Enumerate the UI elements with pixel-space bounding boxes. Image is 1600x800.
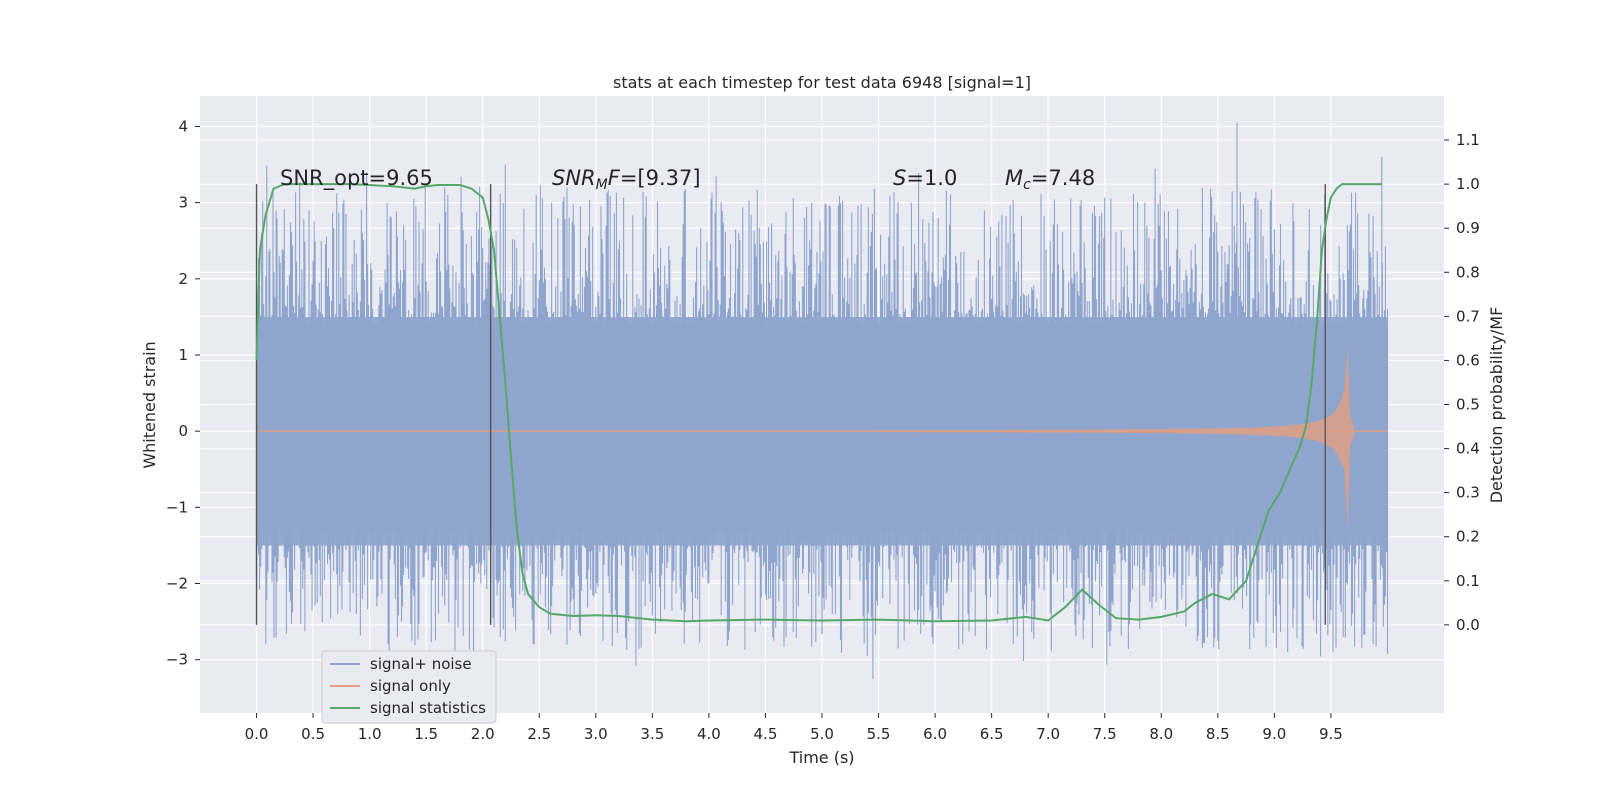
statistics-line xyxy=(255,183,1382,623)
y2-tick-label: 0.2 xyxy=(1456,528,1480,546)
x-tick-label: 5.0 xyxy=(810,725,834,743)
legend-label-signal-plus-noise: signal+ noise xyxy=(370,655,472,673)
annotation-s-value: =1.0 xyxy=(906,166,957,190)
y2-axis-label: Detection probability/MF xyxy=(1487,307,1506,504)
chart-title: stats at each timestep for test data 694… xyxy=(613,73,1031,92)
series-signal-only xyxy=(256,347,1388,531)
x-tick-label: 0.0 xyxy=(245,725,269,743)
x-tick-label: 2.5 xyxy=(527,725,551,743)
x-tick-label: 8.0 xyxy=(1149,725,1173,743)
y2-tick-label: 1.0 xyxy=(1456,175,1480,193)
series-signal-statistics xyxy=(255,183,1382,623)
annotation-snr-mf-tail: F xyxy=(608,166,621,190)
annotation-mc-sub: c xyxy=(1023,177,1031,193)
x-tick-label: 4.5 xyxy=(754,725,778,743)
x-tick-label: 8.5 xyxy=(1206,725,1230,743)
x-tick-label: 3.0 xyxy=(584,725,608,743)
x-tick-label: 7.0 xyxy=(1036,725,1060,743)
y-tick-label: −2 xyxy=(166,575,188,593)
y2-tick-label: 0.4 xyxy=(1456,440,1480,458)
y2-tick-label: 0.0 xyxy=(1456,616,1480,634)
y2-tick-label: 0.8 xyxy=(1456,263,1480,281)
x-tick-label: 4.0 xyxy=(697,725,721,743)
x-tick-label: 0.5 xyxy=(301,725,325,743)
y2-tick-label: 0.1 xyxy=(1456,572,1480,590)
annotation-snr-mf: SNRMF=[9.37] xyxy=(552,166,701,193)
annotations: SNR_opt=9.65 SNRMF=[9.37] S=1.0 Mc=7.48 xyxy=(280,166,1095,193)
annotation-snr-mf-base: SNR xyxy=(552,166,596,190)
legend-label-signal-statistics: signal statistics xyxy=(370,699,486,717)
x-tick-label: 1.5 xyxy=(414,725,438,743)
x-tick-label: 1.0 xyxy=(358,725,382,743)
x-tick-label: 5.5 xyxy=(867,725,891,743)
annotation-mc-value: =7.48 xyxy=(1031,166,1095,190)
vertical-markers xyxy=(255,184,1326,625)
annotation-s: S=1.0 xyxy=(893,166,957,190)
annotation-snr-mf-value: =[9.37] xyxy=(620,166,701,190)
x-tick-label: 9.5 xyxy=(1319,725,1343,743)
annotation-mc: Mc=7.48 xyxy=(1005,166,1095,193)
legend: signal+ noise signal only signal statist… xyxy=(321,650,497,724)
y-tick-label: 1 xyxy=(178,346,188,364)
x-tick-label: 7.5 xyxy=(1093,725,1117,743)
legend-box xyxy=(321,650,497,724)
y2-tick-label: 0.5 xyxy=(1456,396,1480,414)
y2-tick-label: 0.3 xyxy=(1456,484,1480,502)
annotation-mc-symbol: M xyxy=(1005,166,1023,190)
annotation-snr-mf-sub: M xyxy=(596,177,608,193)
x-axis-label: Time (s) xyxy=(788,748,854,767)
x-tick-label: 6.5 xyxy=(980,725,1004,743)
x-tick-label: 6.0 xyxy=(923,725,947,743)
y2-tick-label: 1.1 xyxy=(1456,131,1480,149)
annotation-s-symbol: S xyxy=(893,166,906,190)
x-tick-label: 3.5 xyxy=(640,725,664,743)
y-tick-label: 0 xyxy=(178,422,188,440)
y-axis-label: Whitened strain xyxy=(140,341,159,468)
x-tick-label: 2.0 xyxy=(471,725,495,743)
y2-tick-label: 0.7 xyxy=(1456,307,1480,325)
y-tick-label: 2 xyxy=(178,270,188,288)
y2-tick-label: 0.6 xyxy=(1456,351,1480,369)
y-tick-label: 3 xyxy=(178,194,188,212)
legend-label-signal-only: signal only xyxy=(370,677,451,695)
x-axis-ticks: 0.0 0.5 1.0 1.5 2.0 2.5 3.0 3.5 4.0 4.5 5.0 5.5 6.0 6… xyxy=(245,713,1343,743)
x-tick-label: 9.0 xyxy=(1262,725,1286,743)
y-tick-label: −1 xyxy=(166,498,188,516)
annotation-snr-opt: SNR_opt=9.65 xyxy=(280,166,433,191)
y2-tick-label: 0.9 xyxy=(1456,219,1480,237)
y-axis-ticks: −3 −2 −1 0 1 2 3 4 xyxy=(166,117,200,669)
y2-axis-ticks: 0.0 0.1 0.2 0.3 0.4 0.5 0.6 0.7 0.8 0.9 1.0 1.1 xyxy=(1444,131,1480,634)
y-tick-label: −3 xyxy=(166,651,188,669)
y-tick-label: 4 xyxy=(178,117,188,135)
